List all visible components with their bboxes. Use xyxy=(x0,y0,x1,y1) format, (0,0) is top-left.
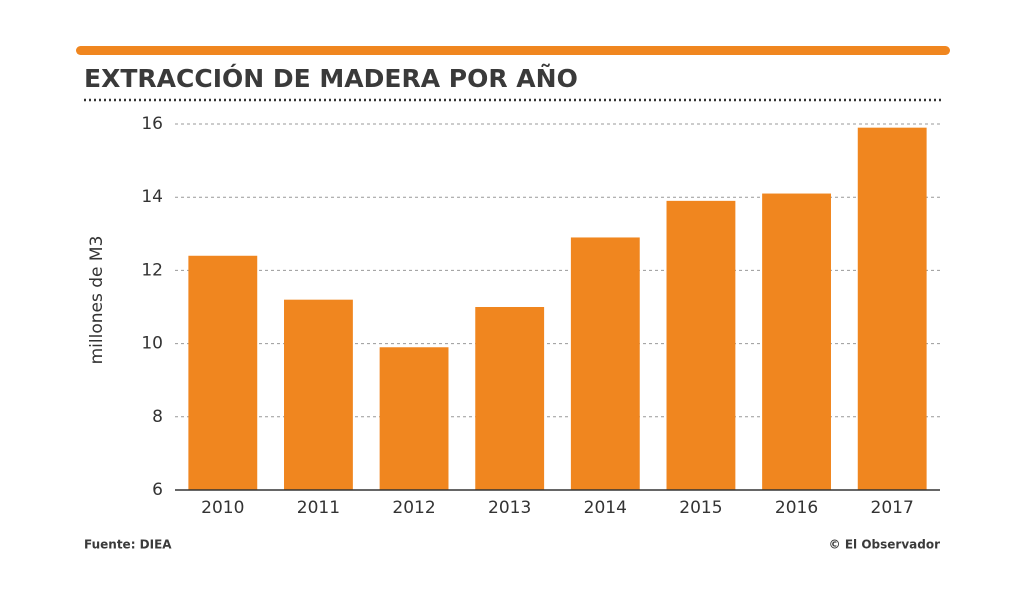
y-axis-label: millones de M3 xyxy=(87,236,107,365)
x-tick-label: 2010 xyxy=(201,498,244,518)
bar xyxy=(762,193,831,491)
x-tick-label: 2011 xyxy=(297,498,340,518)
x-tick-label: 2013 xyxy=(488,498,531,518)
x-tick-label: 2017 xyxy=(871,498,914,518)
bar xyxy=(857,127,927,490)
x-tick-label: 2012 xyxy=(392,498,435,518)
y-tick-label: 8 xyxy=(152,407,163,427)
bar xyxy=(666,200,736,491)
y-tick-label: 16 xyxy=(141,114,163,134)
bar xyxy=(284,299,353,490)
credit: © El Observador xyxy=(829,538,940,552)
header-bar xyxy=(76,46,950,55)
bar xyxy=(475,307,545,490)
bar xyxy=(570,237,640,490)
x-tick-label: 2015 xyxy=(679,498,722,518)
y-tick-label: 12 xyxy=(141,260,163,280)
x-tick-label: 2014 xyxy=(584,498,627,518)
bar xyxy=(188,255,258,490)
y-tick-label: 10 xyxy=(141,334,163,354)
source: Fuente: DIEA xyxy=(84,538,172,552)
y-tick-label: 6 xyxy=(152,480,163,500)
y-tick-label: 14 xyxy=(141,187,163,207)
bar xyxy=(379,347,449,490)
x-tick-label: 2016 xyxy=(775,498,818,518)
chart-title: EXTRACCIÓN DE MADERA POR AÑO xyxy=(84,63,578,93)
